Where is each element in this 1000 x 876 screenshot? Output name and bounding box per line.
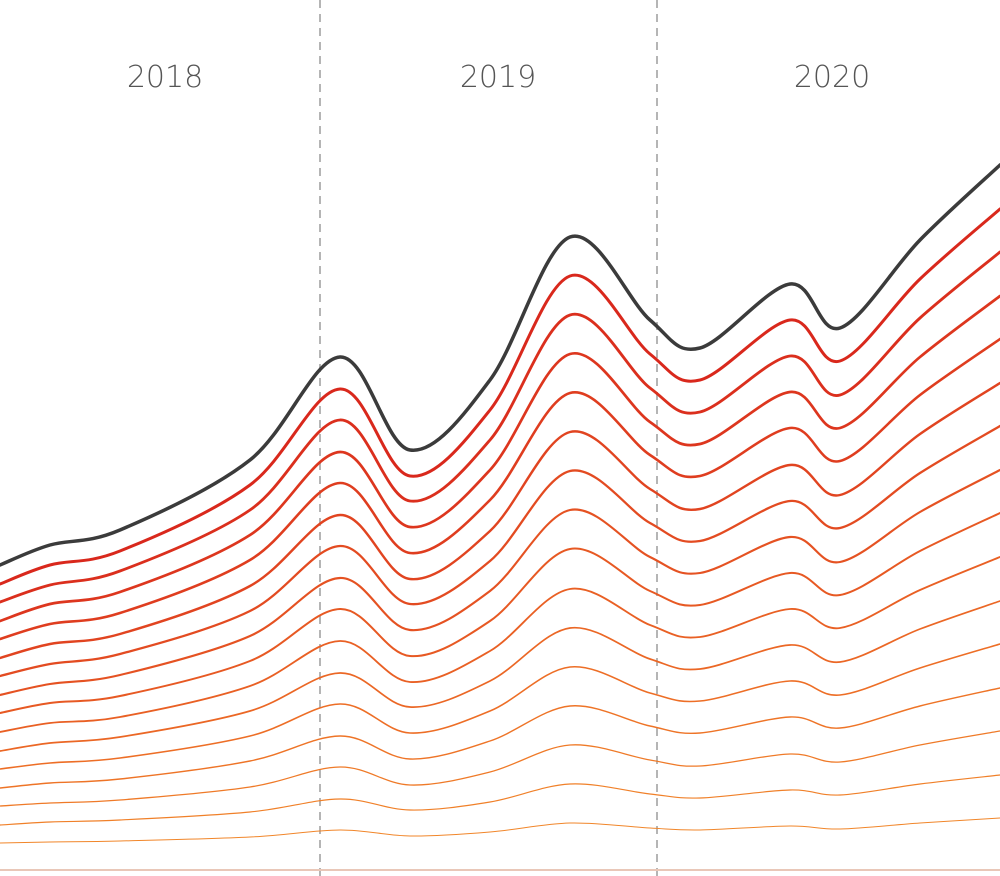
series-line bbox=[0, 774, 1000, 826]
series-line bbox=[0, 643, 1000, 770]
series-line bbox=[0, 424, 1000, 678]
series-line bbox=[0, 556, 1000, 733]
series-line bbox=[0, 600, 1000, 752]
year-label: 2020 bbox=[794, 60, 870, 95]
series-line bbox=[0, 250, 1000, 604]
series-line bbox=[0, 207, 1000, 586]
series-line bbox=[0, 163, 1000, 567]
series-line bbox=[0, 817, 1000, 844]
series-line bbox=[0, 468, 1000, 697]
series-line bbox=[0, 730, 1000, 807]
series-line bbox=[0, 337, 1000, 641]
year-label: 2018 bbox=[127, 60, 203, 95]
series-line bbox=[0, 512, 1000, 714]
year-label: 2019 bbox=[460, 60, 536, 95]
lines bbox=[0, 163, 1000, 844]
series-line bbox=[0, 381, 1000, 660]
series-line bbox=[0, 294, 1000, 623]
series-line bbox=[0, 687, 1000, 789]
